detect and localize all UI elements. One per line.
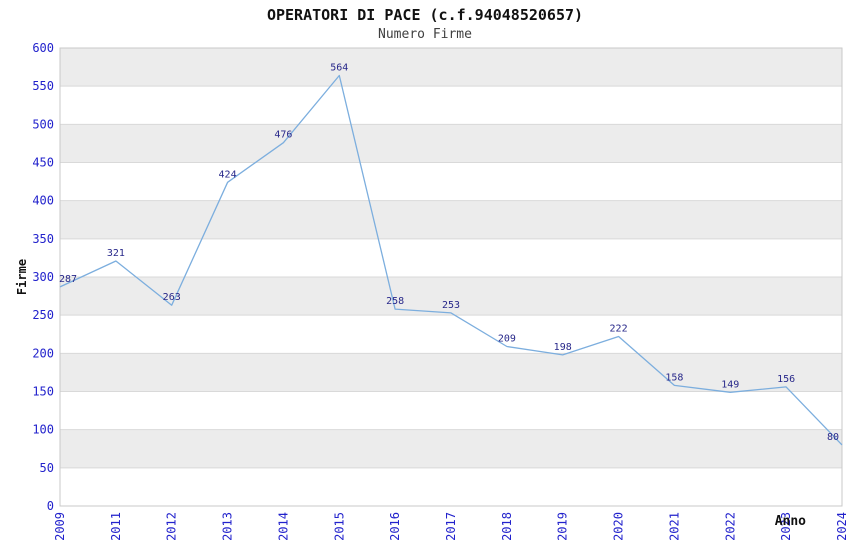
x-tick-label: 2015 xyxy=(332,512,346,541)
x-tick-label: 2020 xyxy=(612,512,626,541)
x-tick-label: 2014 xyxy=(276,512,290,541)
data-polyline xyxy=(59,74,843,446)
grid-band xyxy=(60,48,842,87)
y-tick-label: 450 xyxy=(32,156,54,170)
grid-band xyxy=(60,429,842,468)
y-tick-label: 300 xyxy=(32,270,54,284)
x-axis-title: Anno xyxy=(775,514,806,529)
data-label: 321 xyxy=(107,248,125,259)
x-tick-label: 2018 xyxy=(500,512,514,541)
data-label: 263 xyxy=(163,292,181,303)
y-tick-label: 500 xyxy=(32,117,54,131)
y-tick-label: 0 xyxy=(47,499,54,513)
y-tick-label: 400 xyxy=(32,194,54,208)
data-label: 287 xyxy=(59,274,77,285)
chart-title: OPERATORI DI PACE (c.f.94048520657) xyxy=(266,6,584,24)
x-tick-label: 2012 xyxy=(165,512,179,541)
y-tick-label: 550 xyxy=(32,79,54,93)
x-tick-label: 2009 xyxy=(53,512,67,541)
data-label: 222 xyxy=(610,324,628,335)
data-label: 80 xyxy=(827,432,839,443)
data-label: 198 xyxy=(554,342,572,353)
data-label: 156 xyxy=(777,374,795,385)
plot-border xyxy=(59,47,843,507)
x-tick-label: 2022 xyxy=(723,512,737,541)
data-label: 158 xyxy=(665,372,683,383)
grid-band xyxy=(60,200,842,239)
x-tick-label: 2016 xyxy=(388,512,402,541)
y-tick-label: 350 xyxy=(32,232,54,246)
data-label: 253 xyxy=(442,300,460,311)
data-label: 564 xyxy=(330,62,348,73)
grid-band xyxy=(60,353,842,392)
x-tick-label: 2021 xyxy=(667,512,681,541)
x-tick-label: 2019 xyxy=(556,512,570,541)
y-tick-label: 150 xyxy=(32,385,54,399)
grid-band xyxy=(60,124,842,163)
data-label: 209 xyxy=(498,333,516,344)
x-tick-label: 2017 xyxy=(444,512,458,541)
y-tick-label: 250 xyxy=(32,308,54,322)
x-tick-label: 2024 xyxy=(835,512,849,541)
x-tick-label: 2023 xyxy=(779,512,793,541)
y-tick-label: 100 xyxy=(32,423,54,437)
data-label: 258 xyxy=(386,296,404,307)
y-tick-label: 50 xyxy=(40,461,54,475)
chart-subtitle: Numero Firme xyxy=(378,27,472,42)
y-tick-label: 200 xyxy=(32,346,54,360)
y-tick-label: 600 xyxy=(32,41,54,55)
data-label: 476 xyxy=(274,130,292,141)
x-tick-label: 2013 xyxy=(221,512,235,541)
data-label: 424 xyxy=(219,169,237,180)
data-label: 149 xyxy=(721,379,739,390)
grid-band xyxy=(60,277,842,316)
x-tick-label: 2011 xyxy=(109,512,123,541)
y-axis-title: Firme xyxy=(15,259,29,295)
